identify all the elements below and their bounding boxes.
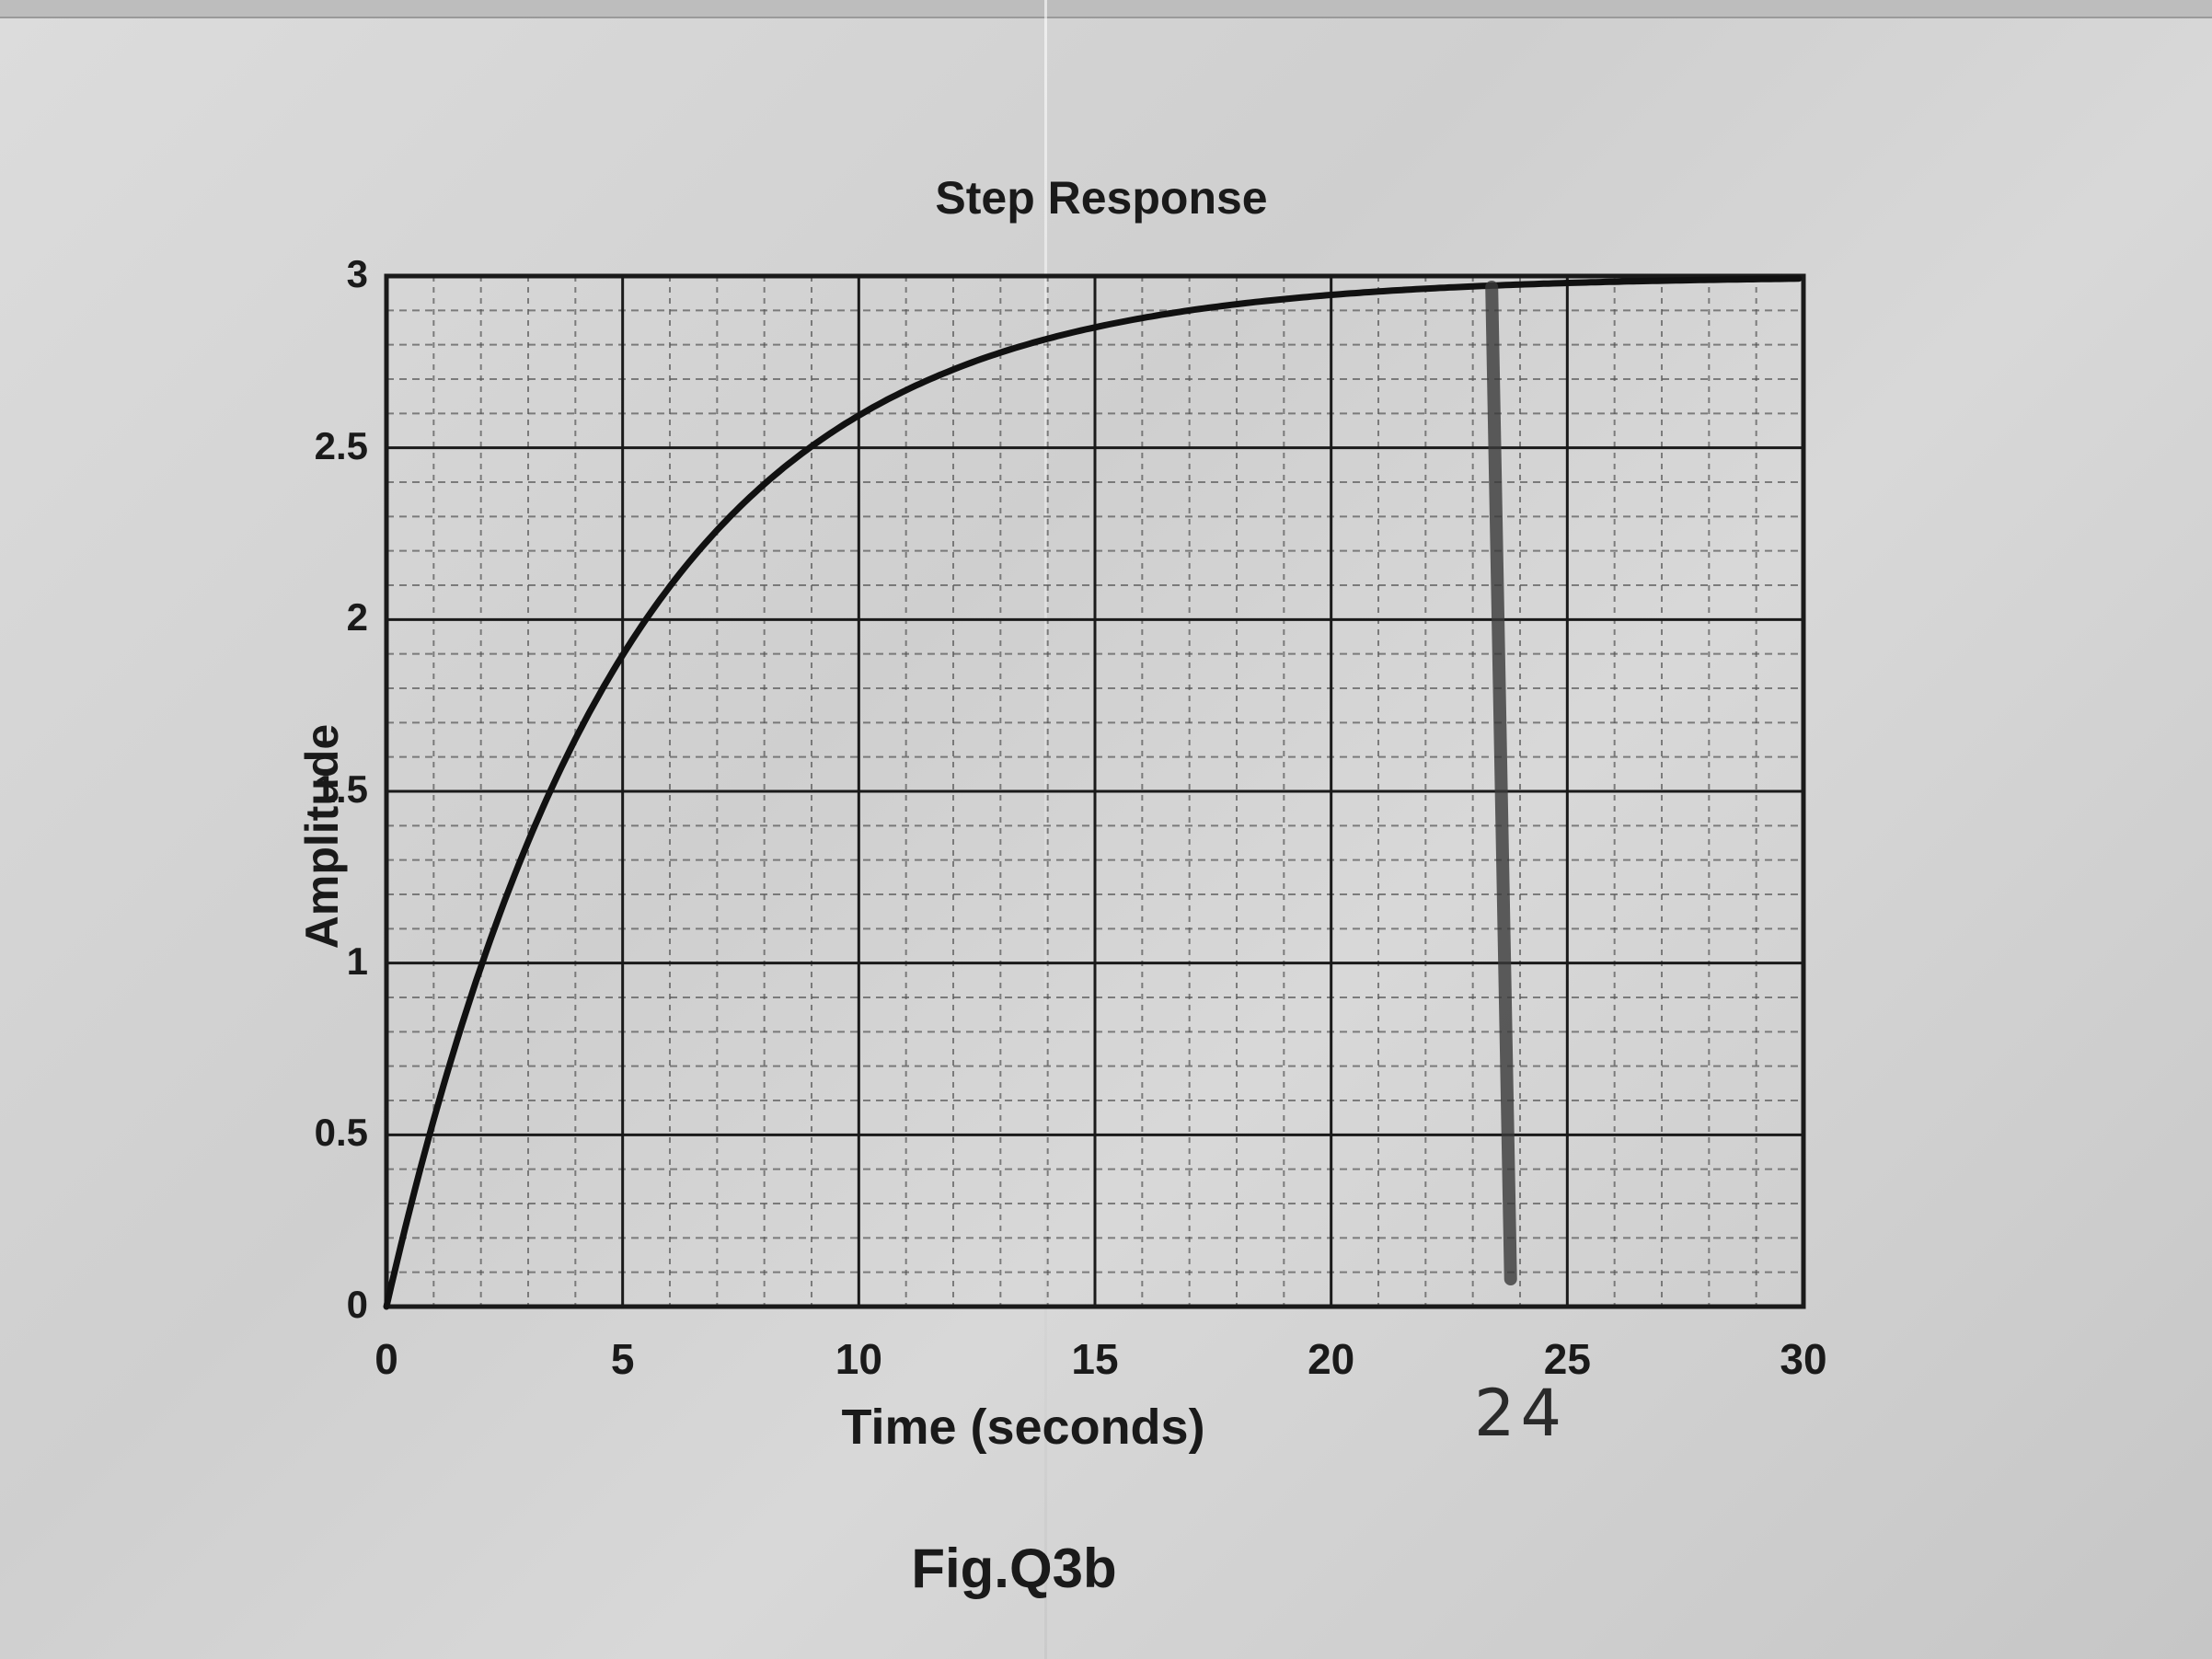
x-tick-label: 0	[374, 1335, 398, 1383]
x-tick-label: 25	[1543, 1335, 1591, 1383]
y-tick-label: 3	[346, 252, 368, 295]
x-tick-label: 20	[1308, 1335, 1355, 1383]
handwritten-annotation: 24	[1474, 1376, 1568, 1451]
x-axis-label-text: Time (seconds)	[841, 1400, 1205, 1455]
x-tick-label: 30	[1780, 1335, 1827, 1383]
x-axis-label: Time (seconds)	[0, 1399, 2212, 1456]
handwritten-marker-line	[1485, 281, 1517, 1285]
x-tick-label: 5	[610, 1335, 635, 1383]
chart-title: Step Response	[0, 171, 2212, 225]
y-tick-label: 1	[346, 939, 368, 983]
x-tick-label: 15	[1071, 1335, 1119, 1383]
step-response-curve	[383, 275, 1803, 1310]
y-tick-label: 0	[346, 1283, 368, 1326]
paper-fold-crease	[1044, 0, 1047, 1659]
figure-caption: Fig.Q3b	[0, 1537, 2212, 1600]
y-tick-label: 2.5	[314, 423, 368, 467]
chart-title-text: Step Response	[935, 172, 1268, 224]
y-tick-label: 1.5	[314, 767, 368, 811]
y-tick-label: 0.5	[314, 1111, 368, 1155]
y-tick-label: 2	[346, 595, 368, 639]
figure-caption-text: Fig.Q3b	[911, 1538, 1117, 1599]
plot-frame	[384, 273, 1806, 1309]
x-tick-label: 10	[835, 1335, 882, 1383]
y-axis-label: Amplitude	[296, 723, 348, 950]
major-grid	[385, 274, 1805, 1308]
paper-top-edge	[0, 0, 2212, 18]
